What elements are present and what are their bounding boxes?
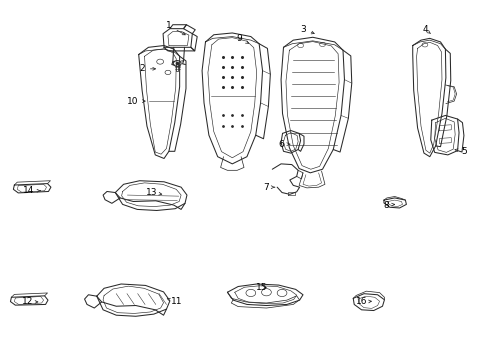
Text: 3: 3 — [300, 25, 314, 34]
Text: 11: 11 — [167, 297, 182, 306]
Text: 10: 10 — [126, 96, 145, 105]
Text: 16: 16 — [355, 297, 371, 306]
Text: 14: 14 — [23, 186, 40, 195]
Text: 7: 7 — [263, 183, 274, 192]
Text: 9: 9 — [236, 34, 248, 43]
Text: 2: 2 — [139, 64, 155, 73]
Text: 13: 13 — [146, 188, 162, 197]
Text: 5: 5 — [454, 147, 466, 156]
Text: 1: 1 — [166, 21, 185, 35]
Text: 4: 4 — [421, 25, 429, 34]
Text: 8: 8 — [382, 201, 394, 210]
Text: 15: 15 — [255, 283, 267, 292]
Text: 6: 6 — [278, 140, 289, 149]
Text: 12: 12 — [22, 297, 38, 306]
